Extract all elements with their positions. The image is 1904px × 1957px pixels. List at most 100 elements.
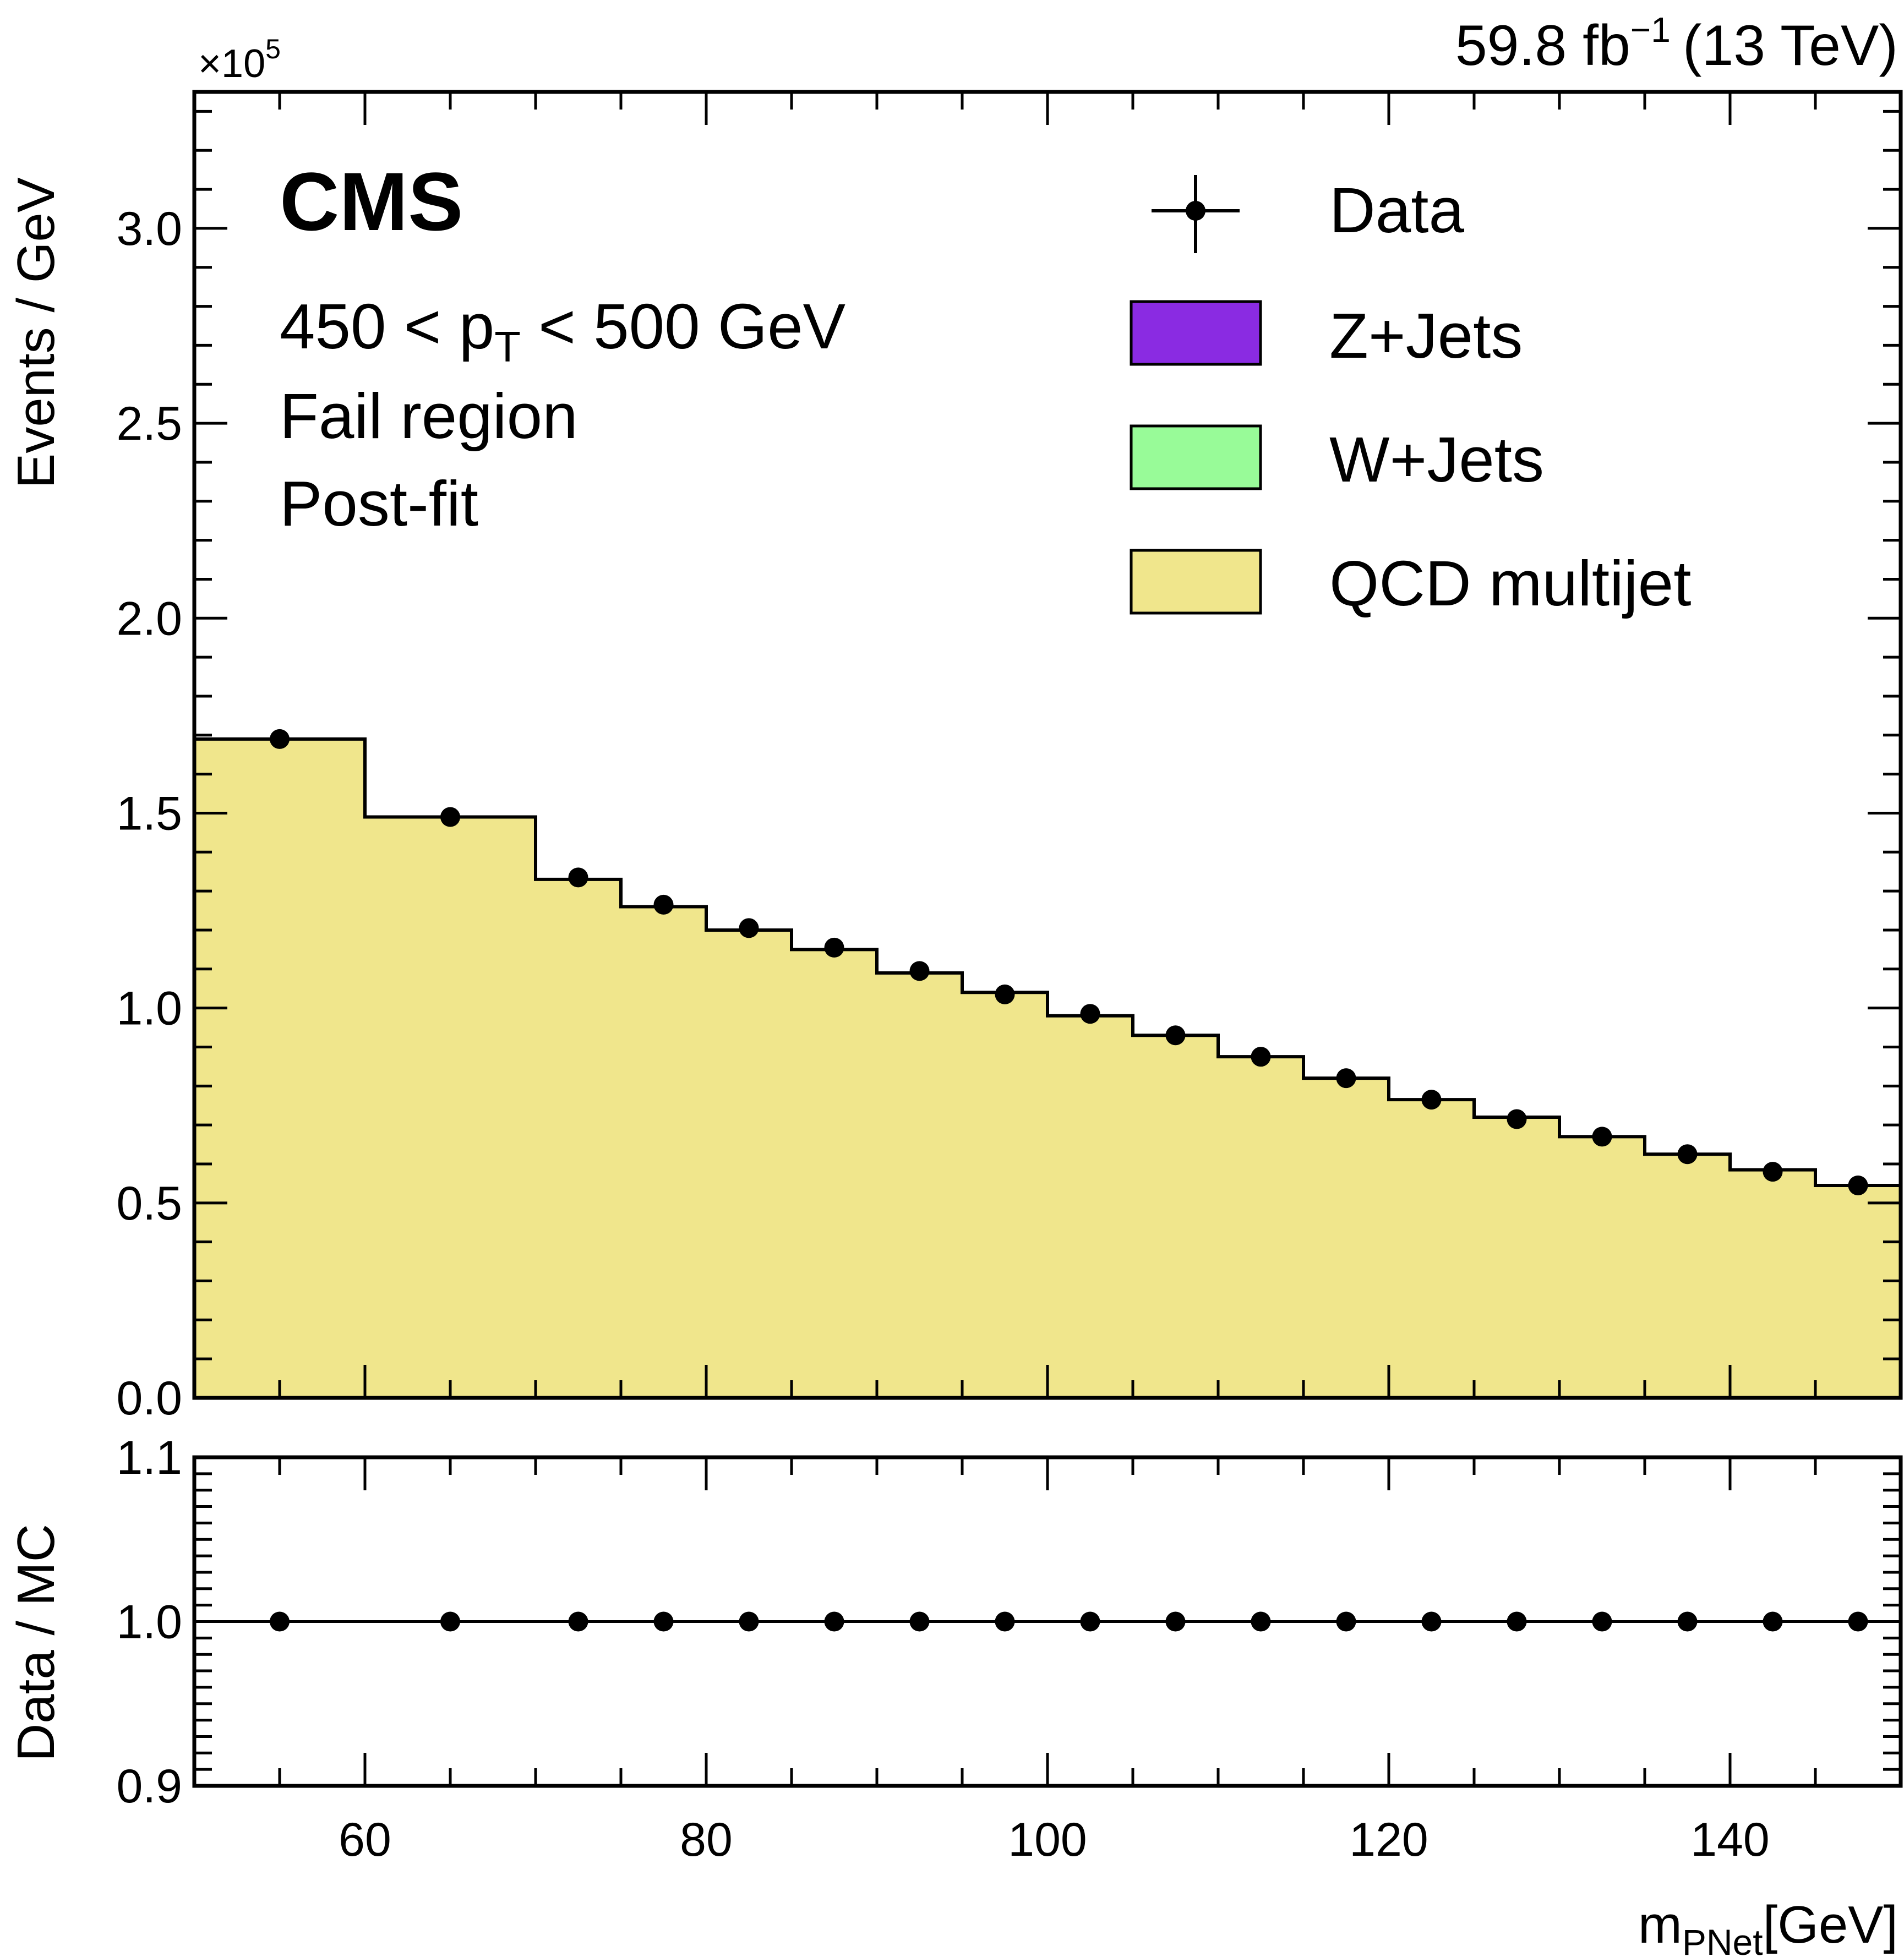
data-point xyxy=(1251,1047,1271,1067)
data-point xyxy=(1507,1109,1527,1129)
lumi-sup: −1 xyxy=(1630,10,1671,50)
y-axis-title: Events / GeV xyxy=(7,177,66,489)
main-plot-frame xyxy=(192,90,1903,1400)
multiplier-base: ×10 xyxy=(198,42,265,86)
pt-range-hi: < 500 GeV xyxy=(521,291,845,362)
x-axis-title: mPNet[GeV] xyxy=(1638,1895,1898,1957)
qcd-bar xyxy=(1474,1117,1559,1398)
fit-label: Post-fit xyxy=(280,468,478,539)
lumi-energy: (13 TeV) xyxy=(1683,14,1898,78)
y-tick-label: 1.5 xyxy=(116,787,182,840)
legend-label-w-jets: W+Jets xyxy=(1329,424,1544,495)
y-tick-label: 2.0 xyxy=(116,592,182,645)
ratio-y-tick-labels: 0.9 1.0 1.1 xyxy=(116,1431,182,1813)
ratio-y-tick-label: 0.9 xyxy=(116,1760,182,1813)
x-tick-labels: 60 80 100 120 140 xyxy=(339,1813,1770,1866)
ratio-point xyxy=(653,1611,674,1632)
qcd-bar xyxy=(621,906,706,1398)
y-tick-label: 3.0 xyxy=(116,203,182,255)
legend: Data Z+Jets W+Jets QCD multijet xyxy=(1130,174,1691,619)
qcd-bar xyxy=(1303,1078,1389,1398)
y-tick-label: 0.0 xyxy=(116,1372,182,1425)
ratio-point xyxy=(1251,1611,1271,1632)
qcd-bar xyxy=(1133,1035,1218,1398)
data-point xyxy=(1421,1090,1442,1110)
data-point xyxy=(1080,1004,1100,1024)
ratio-y-axis-title: Data / MC xyxy=(7,1524,66,1762)
ratio-point xyxy=(909,1611,930,1632)
data-point xyxy=(440,807,460,827)
qcd-bar xyxy=(792,949,877,1398)
legend-swatch-w-jets xyxy=(1130,424,1262,490)
ratio-plot-frame xyxy=(192,1455,1903,1788)
pt-range-label: 450 < pT < 500 GeV xyxy=(280,291,845,371)
x-axis-title-unit: [GeV] xyxy=(1763,1895,1898,1954)
data-point xyxy=(1848,1175,1868,1195)
experiment-label: CMS xyxy=(280,155,463,248)
data-point xyxy=(909,961,930,981)
qcd-bar xyxy=(706,930,792,1398)
stacked-histogram xyxy=(194,737,1901,1398)
data-point xyxy=(1677,1144,1698,1165)
ratio-point xyxy=(1592,1611,1612,1632)
legend-swatch-z-jets xyxy=(1130,300,1262,366)
x-tick-label: 100 xyxy=(1008,1813,1087,1866)
ratio-point xyxy=(995,1611,1015,1632)
x-axis-title-sub: PNet xyxy=(1682,1922,1763,1957)
ratio-point xyxy=(1763,1611,1783,1632)
ratio-panel: 0.9 1.0 1.1 60 80 100 120 140 xyxy=(116,1431,1903,1866)
ratio-y-tick-label: 1.1 xyxy=(116,1431,182,1484)
luminosity-label: 59.8 fb−1 (13 TeV) xyxy=(1455,10,1898,78)
data-point xyxy=(568,867,588,888)
ratio-point xyxy=(1848,1611,1868,1632)
data-point xyxy=(995,984,1015,1004)
legend-label-qcd-multijet: QCD multijet xyxy=(1329,548,1691,619)
ratio-point xyxy=(1080,1611,1100,1632)
data-point xyxy=(824,937,844,958)
pt-sub: T xyxy=(494,322,521,371)
data-point xyxy=(739,918,759,938)
main-axis-ticks xyxy=(193,92,1902,1400)
data-point xyxy=(1165,1025,1186,1046)
qcd-bar xyxy=(1559,1136,1645,1398)
data-point xyxy=(1336,1068,1356,1089)
ratio-points xyxy=(270,1611,1868,1632)
main-panel: 0.0 0.5 1.0 1.5 2.0 2.5 3.0 xyxy=(116,90,1903,1425)
total-step-outline xyxy=(194,737,1901,1187)
x-tick-label: 120 xyxy=(1349,1813,1428,1866)
y-axis-multiplier: ×105 xyxy=(198,34,281,86)
qcd-bar xyxy=(1218,1057,1303,1398)
legend-label-z-jets: Z+Jets xyxy=(1329,300,1523,371)
ratio-point xyxy=(1336,1611,1356,1632)
data-point xyxy=(653,894,674,915)
x-axis-title-main: m xyxy=(1638,1895,1682,1954)
qcd-bar xyxy=(962,992,1048,1398)
y-tick-label: 2.5 xyxy=(116,397,182,450)
ratio-point xyxy=(1507,1611,1527,1632)
data-point xyxy=(270,729,290,749)
ratio-y-tick-label: 1.0 xyxy=(116,1596,182,1649)
qcd-bar xyxy=(1645,1154,1730,1398)
qcd-bar xyxy=(536,879,621,1398)
region-label: Fail region xyxy=(280,380,578,452)
ratio-point xyxy=(270,1611,290,1632)
legend-label-data: Data xyxy=(1329,174,1465,246)
ratio-point xyxy=(1421,1611,1442,1632)
qcd-bar xyxy=(365,817,536,1398)
qcd-bar xyxy=(1730,1169,1815,1398)
ratio-point xyxy=(1677,1611,1698,1632)
ratio-point xyxy=(824,1611,844,1632)
ratio-point xyxy=(568,1611,588,1632)
pt-range-lo: 450 < p xyxy=(280,291,494,362)
qcd-bar xyxy=(194,739,365,1398)
legend-swatch-qcd-multijet xyxy=(1130,549,1262,615)
multiplier-exponent: 5 xyxy=(265,34,281,64)
ratio-point xyxy=(1165,1611,1186,1632)
ratio-point xyxy=(440,1611,460,1632)
qcd-bar xyxy=(1389,1100,1474,1398)
data-point xyxy=(1592,1127,1612,1147)
x-tick-label: 140 xyxy=(1690,1813,1770,1866)
qcd-bar xyxy=(1048,1015,1133,1398)
qcd-bar xyxy=(1815,1185,1901,1398)
